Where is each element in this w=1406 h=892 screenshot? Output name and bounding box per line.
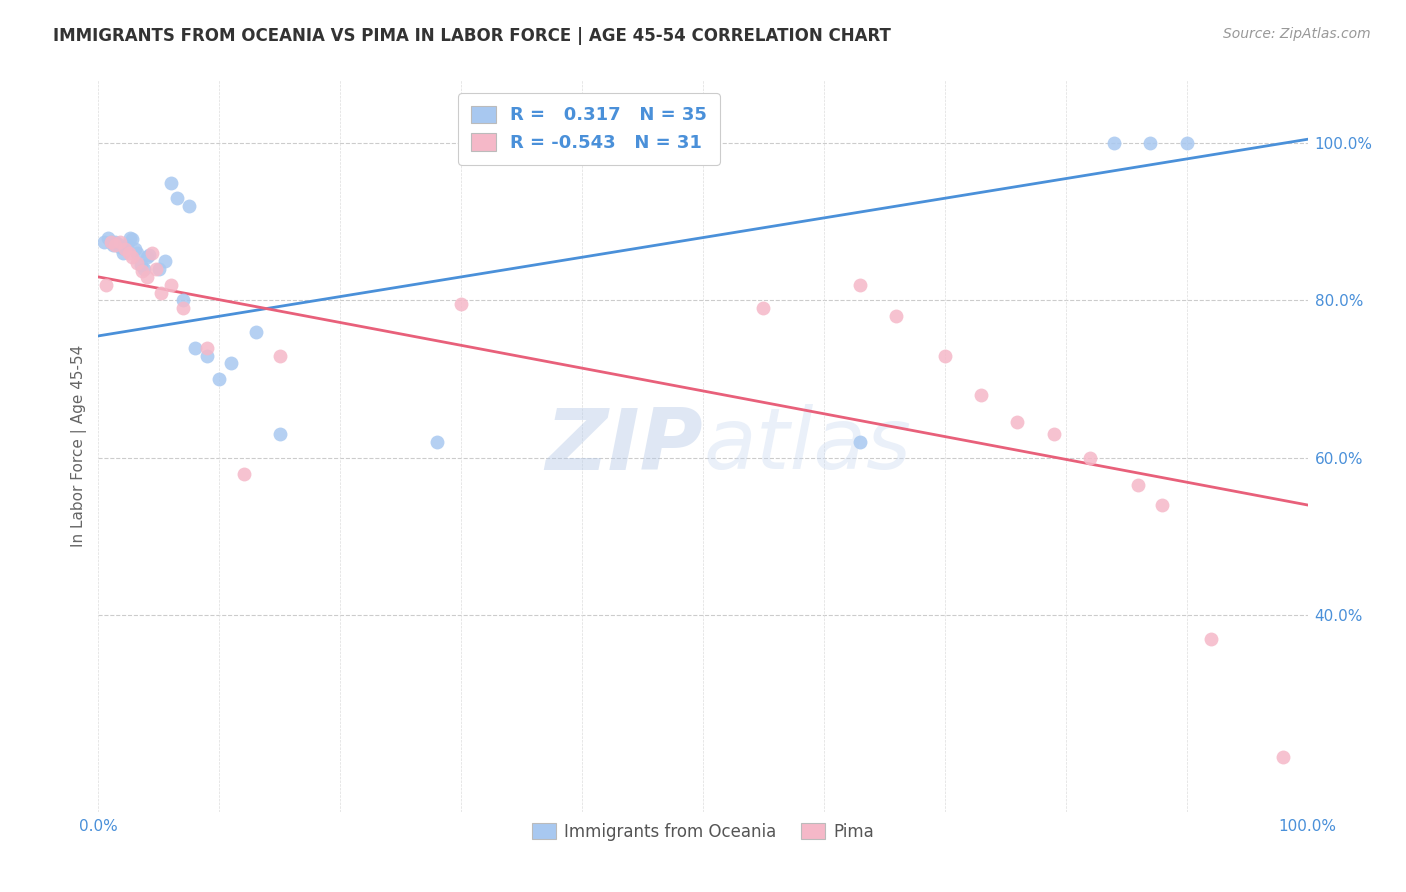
- Point: [124, 243, 146, 257]
- Point: [118, 246, 141, 260]
- Point: [752, 301, 775, 316]
- Point: [94, 277, 117, 292]
- Point: [100, 235, 122, 249]
- Point: [849, 277, 872, 292]
- Point: [172, 293, 194, 308]
- Point: [121, 250, 143, 264]
- Point: [221, 356, 243, 370]
- Point: [1139, 136, 1161, 151]
- Point: [145, 262, 167, 277]
- Point: [1128, 478, 1150, 492]
- Point: [111, 246, 134, 260]
- Point: [1199, 632, 1222, 646]
- Point: [426, 435, 449, 450]
- Point: [101, 238, 124, 252]
- Point: [138, 248, 160, 262]
- Text: Source: ZipAtlas.com: Source: ZipAtlas.com: [1223, 27, 1371, 41]
- Point: [195, 341, 218, 355]
- Text: IMMIGRANTS FROM OCEANIA VS PIMA IN LABOR FORCE | AGE 45-54 CORRELATION CHART: IMMIGRANTS FROM OCEANIA VS PIMA IN LABOR…: [53, 27, 891, 45]
- Point: [1042, 427, 1064, 442]
- Point: [269, 349, 291, 363]
- Point: [153, 254, 176, 268]
- Point: [195, 349, 218, 363]
- Point: [232, 467, 254, 481]
- Point: [184, 341, 207, 355]
- Point: [160, 277, 183, 292]
- Point: [131, 263, 153, 277]
- Point: [245, 325, 267, 339]
- Point: [108, 235, 131, 249]
- Point: [934, 349, 956, 363]
- Point: [108, 240, 131, 254]
- Point: [160, 176, 183, 190]
- Point: [114, 243, 136, 257]
- Point: [104, 235, 127, 249]
- Point: [141, 246, 163, 260]
- Point: [118, 230, 141, 244]
- Text: atlas: atlas: [703, 404, 911, 488]
- Point: [179, 199, 201, 213]
- Point: [1007, 416, 1029, 430]
- Point: [1102, 136, 1125, 151]
- Point: [129, 258, 152, 272]
- Text: ZIP: ZIP: [546, 404, 703, 488]
- Point: [104, 238, 127, 252]
- Point: [148, 262, 170, 277]
- Point: [100, 235, 122, 249]
- Y-axis label: In Labor Force | Age 45-54: In Labor Force | Age 45-54: [72, 345, 87, 547]
- Point: [166, 191, 188, 205]
- Legend: Immigrants from Oceania, Pima: Immigrants from Oceania, Pima: [526, 816, 880, 847]
- Point: [1152, 498, 1174, 512]
- Point: [1078, 450, 1101, 465]
- Point: [107, 236, 129, 251]
- Point: [127, 246, 149, 260]
- Point: [134, 262, 156, 277]
- Point: [450, 297, 472, 311]
- Point: [269, 427, 291, 442]
- Point: [886, 310, 908, 324]
- Point: [150, 285, 173, 300]
- Point: [117, 238, 139, 252]
- Point: [127, 256, 149, 270]
- Point: [1175, 136, 1198, 151]
- Point: [1272, 749, 1295, 764]
- Point: [93, 235, 115, 249]
- Point: [849, 435, 872, 450]
- Point: [135, 269, 157, 284]
- Point: [970, 388, 993, 402]
- Point: [172, 301, 194, 316]
- Point: [135, 250, 157, 264]
- Point: [114, 243, 136, 257]
- Point: [208, 372, 231, 386]
- Point: [97, 230, 120, 244]
- Point: [121, 232, 143, 246]
